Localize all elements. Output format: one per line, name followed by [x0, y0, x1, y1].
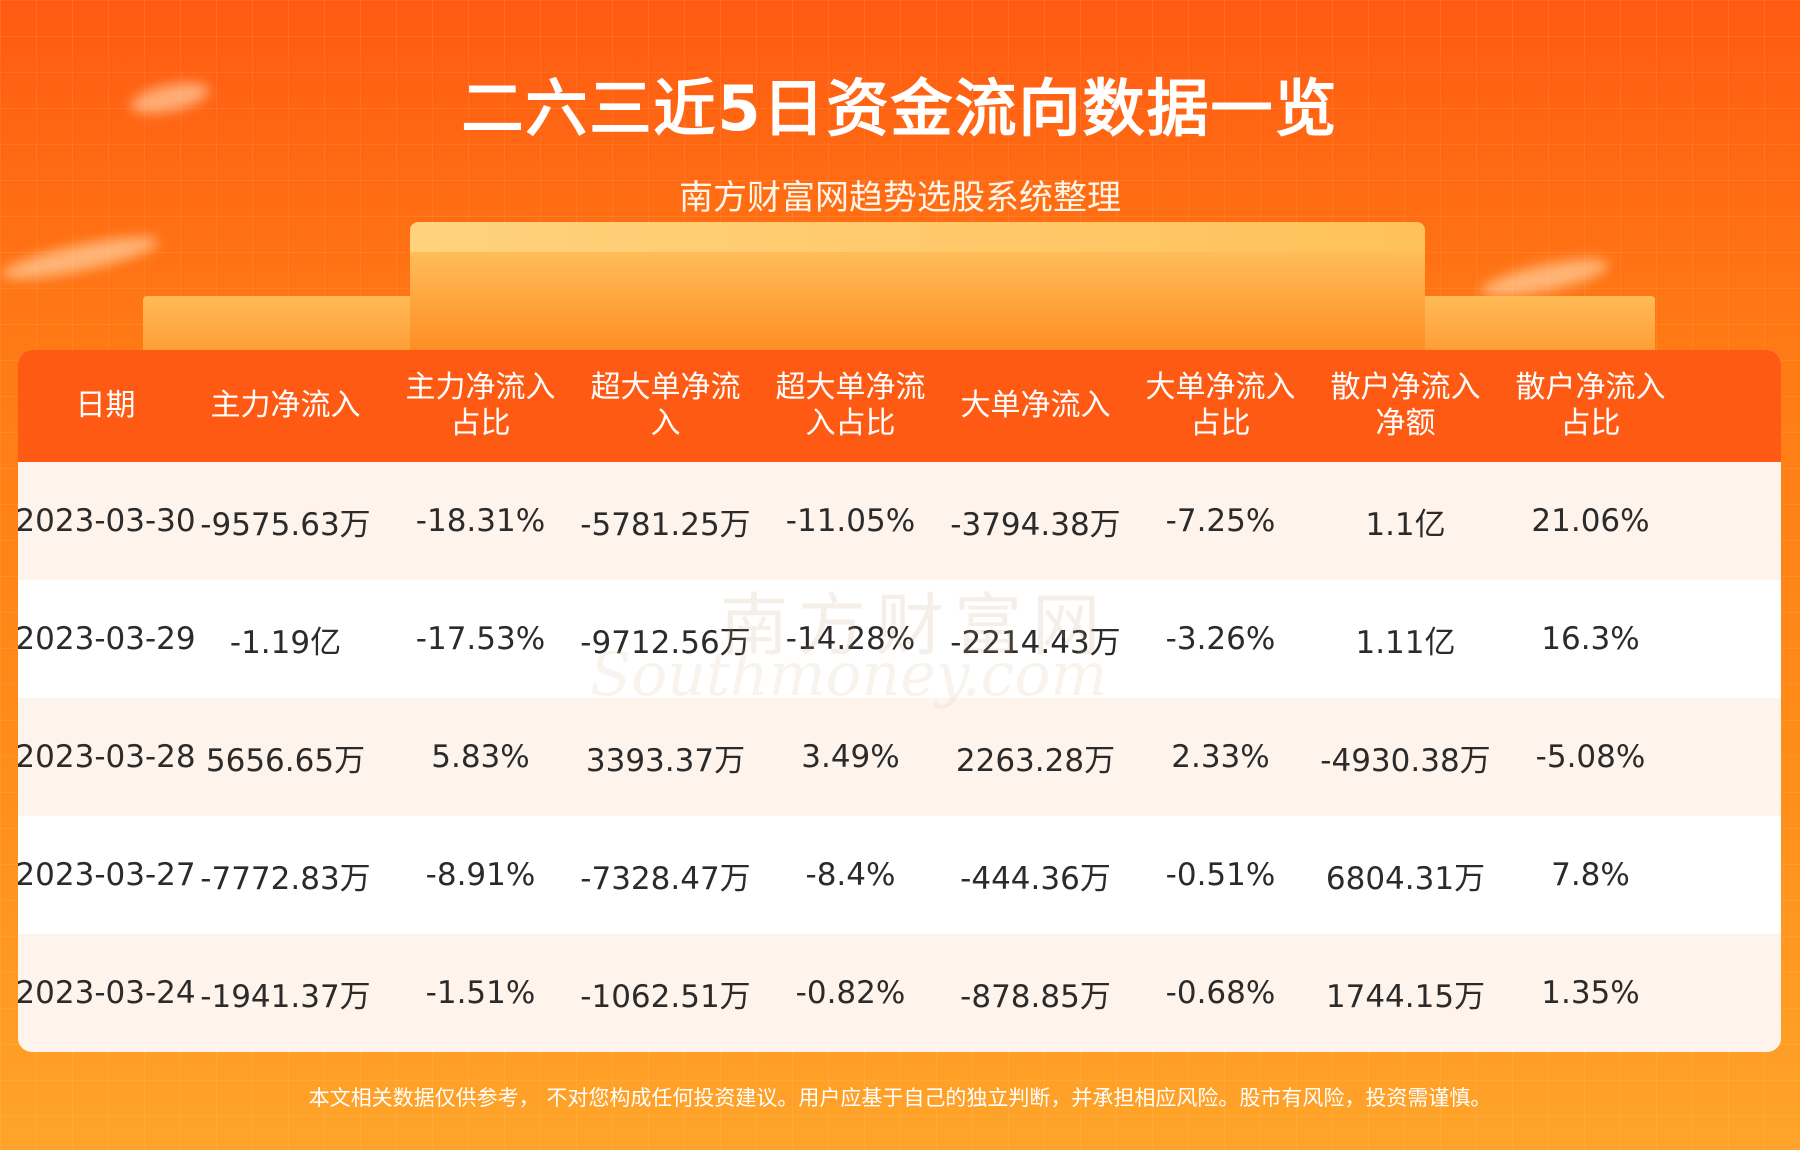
cell-retail-inflow: 1.11亿: [1355, 624, 1456, 661]
header-cell-retail-ratio: 散户净流入 占比: [1515, 370, 1666, 441]
cell-main-inflow: -7772.83万: [200, 860, 371, 897]
cell-xl-ratio: -11.05%: [785, 503, 916, 539]
cell-large-inflow: -878.85万: [960, 978, 1111, 1015]
cell-xl-ratio: 3.49%: [801, 739, 900, 775]
header-cell-xl-inflow: 超大单净流 入: [590, 370, 741, 441]
cell-main-ratio: -8.91%: [425, 857, 536, 893]
cell-retail-inflow: 1744.15万: [1325, 978, 1486, 1015]
table-row: 2023-03-27 -7772.83万 -8.91% -7328.47万 -8…: [18, 816, 1781, 934]
cell-main-inflow: 5656.65万: [205, 742, 366, 779]
cell-retail-inflow: 6804.31万: [1325, 860, 1486, 897]
table-header: 日期 主力净流入 主力净流入 占比 超大单净流 入 超大单净流 入占比 大单净流…: [18, 350, 1781, 462]
cell-main-inflow: -1.19亿: [229, 624, 342, 661]
header-cell-main-ratio: 主力净流入 占比: [405, 370, 556, 441]
cell-retail-ratio: -5.08%: [1535, 739, 1646, 775]
page-subtitle: 南方财富网趋势选股系统整理: [679, 178, 1121, 218]
decor-block-center: [410, 235, 1425, 355]
cell-large-ratio: -0.51%: [1165, 857, 1276, 893]
cell-large-ratio: -0.68%: [1165, 975, 1276, 1011]
cell-main-inflow: -1941.37万: [200, 978, 371, 1015]
decor-block-center-top: [410, 222, 1425, 252]
cell-retail-inflow: -4930.38万: [1320, 742, 1491, 779]
page-title: 二六三近5日资金流向数据一览: [461, 72, 1339, 145]
data-table: 日期 主力净流入 主力净流入 占比 超大单净流 入 超大单净流 入占比 大单净流…: [18, 350, 1781, 1052]
cell-date: 2023-03-29: [18, 621, 196, 657]
cell-date: 2023-03-28: [18, 739, 196, 775]
cell-retail-ratio: 7.8%: [1551, 857, 1630, 893]
header-cell-main-inflow: 主力净流入: [210, 388, 361, 423]
cell-large-inflow: -3794.38万: [950, 506, 1121, 543]
cell-xl-ratio: -8.4%: [805, 857, 896, 893]
cell-large-inflow: 2263.28万: [955, 742, 1116, 779]
header-cell-retail-inflow: 散户净流入 净额: [1330, 370, 1481, 441]
cell-main-ratio: 5.83%: [431, 739, 530, 775]
cell-xl-inflow: -9712.56万: [580, 624, 751, 661]
cell-large-ratio: 2.33%: [1171, 739, 1270, 775]
header-cell-date: 日期: [75, 388, 136, 423]
cell-large-inflow: -444.36万: [960, 860, 1111, 897]
header-cell-large-ratio: 大单净流入 占比: [1145, 370, 1296, 441]
table-row: 2023-03-24 -1941.37万 -1.51% -1062.51万 -0…: [18, 934, 1781, 1052]
cell-main-ratio: -18.31%: [415, 503, 546, 539]
cell-xl-inflow: 3393.37万: [585, 742, 746, 779]
disclaimer: 本文相关数据仅供参考， 不对您构成任何投资建议。用户应基于自己的独立判断，并承担…: [308, 1086, 1492, 1110]
cell-xl-ratio: -14.28%: [785, 621, 916, 657]
table-row: 2023-03-29 -1.19亿 -17.53% -9712.56万 -14.…: [18, 580, 1781, 698]
cell-main-ratio: -17.53%: [415, 621, 546, 657]
header-cell-large-inflow: 大单净流入: [960, 388, 1111, 423]
cell-xl-ratio: -0.82%: [795, 975, 906, 1011]
cell-large-ratio: -3.26%: [1165, 621, 1276, 657]
cell-main-inflow: -9575.63万: [200, 506, 371, 543]
cell-main-ratio: -1.51%: [425, 975, 536, 1011]
cell-date: 2023-03-24: [18, 975, 196, 1011]
cell-xl-inflow: -5781.25万: [580, 506, 751, 543]
cell-date: 2023-03-27: [18, 857, 196, 893]
table-row: 2023-03-30 -9575.63万 -18.31% -5781.25万 -…: [18, 462, 1781, 580]
cell-xl-inflow: -1062.51万: [580, 978, 751, 1015]
cell-retail-ratio: 1.35%: [1541, 975, 1640, 1011]
header-cell-xl-ratio: 超大单净流 入占比: [775, 370, 926, 441]
cell-large-inflow: -2214.43万: [950, 624, 1121, 661]
cell-retail-inflow: 1.1亿: [1365, 506, 1446, 543]
cell-retail-ratio: 16.3%: [1541, 621, 1640, 657]
table-row: 2023-03-28 5656.65万 5.83% 3393.37万 3.49%…: [18, 698, 1781, 816]
cell-date: 2023-03-30: [18, 503, 196, 539]
cell-retail-ratio: 21.06%: [1531, 503, 1650, 539]
cell-xl-inflow: -7328.47万: [580, 860, 751, 897]
cell-large-ratio: -7.25%: [1165, 503, 1276, 539]
